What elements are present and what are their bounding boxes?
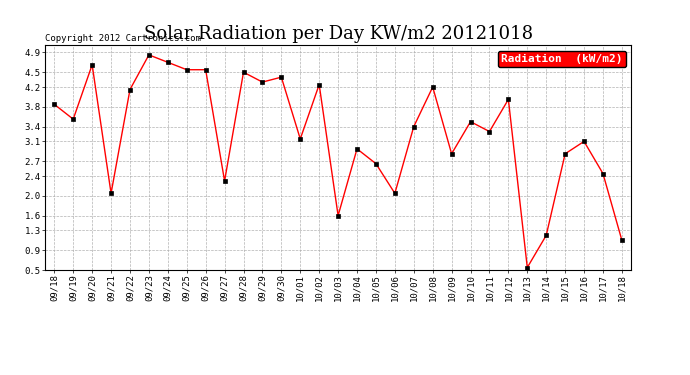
Title: Solar Radiation per Day KW/m2 20121018: Solar Radiation per Day KW/m2 20121018 xyxy=(144,26,533,44)
Text: Copyright 2012 Cartronics.com: Copyright 2012 Cartronics.com xyxy=(45,34,201,43)
Legend: Radiation  (kW/m2): Radiation (kW/m2) xyxy=(497,51,626,67)
